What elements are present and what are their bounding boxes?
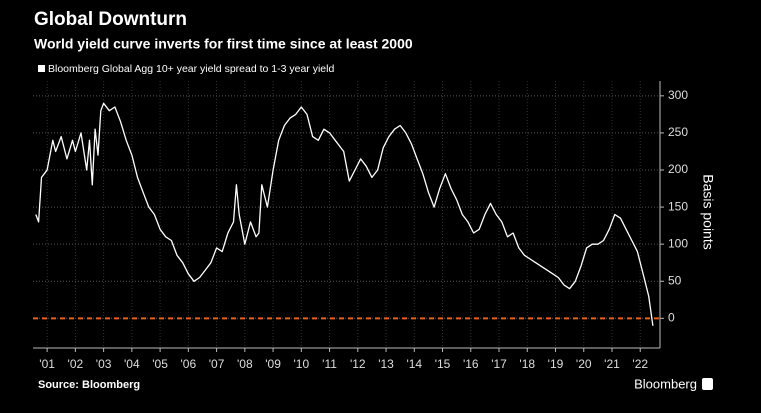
- series-line: [35, 102, 654, 326]
- x-tick-label: '21: [604, 357, 620, 371]
- x-tick-label: '12: [350, 357, 366, 371]
- x-tick-label: '20: [576, 357, 592, 371]
- brand-icon: [702, 378, 713, 390]
- x-tick-label: '17: [491, 357, 507, 371]
- y-tick-label: 100: [668, 236, 688, 250]
- y-axis-label: Basis points: [700, 174, 716, 249]
- x-tick-label: '18: [519, 357, 535, 371]
- x-tick-label: '10: [293, 357, 309, 371]
- x-tick-label: '08: [237, 357, 253, 371]
- x-tick-label: '03: [96, 357, 112, 371]
- x-tick-label: '01: [39, 357, 55, 371]
- y-tick-label: 300: [668, 88, 688, 102]
- brand: Bloomberg: [634, 376, 697, 391]
- x-tick-label: '06: [181, 357, 197, 371]
- x-tick-label: '09: [265, 357, 281, 371]
- y-tick-label: 200: [668, 162, 688, 176]
- x-tick-label: '19: [548, 357, 564, 371]
- x-tick-label: '11: [322, 357, 337, 371]
- x-tick-label: '05: [152, 357, 168, 371]
- x-tick-label: '22: [632, 357, 648, 371]
- x-tick-label: '15: [435, 357, 451, 371]
- x-tick-label: '04: [124, 357, 140, 371]
- y-tick-label: 50: [668, 273, 682, 287]
- source: Source: Bloomberg: [38, 379, 140, 391]
- x-tick-label: '07: [209, 357, 225, 371]
- x-tick-label: '16: [463, 357, 479, 371]
- y-tick-label: 0: [668, 311, 675, 325]
- legend-label: Bloomberg Global Agg 10+ year yield spre…: [48, 63, 334, 75]
- y-tick-label: 250: [668, 125, 688, 139]
- y-tick-label: 150: [668, 199, 688, 213]
- x-tick-label: '02: [68, 357, 84, 371]
- x-tick-label: '13: [378, 357, 394, 371]
- x-tick-label: '14: [406, 357, 422, 371]
- chart-subtitle: World yield curve inverts for first time…: [34, 36, 413, 52]
- chart-title: Global Downturn: [34, 9, 187, 30]
- legend-swatch: [38, 65, 45, 72]
